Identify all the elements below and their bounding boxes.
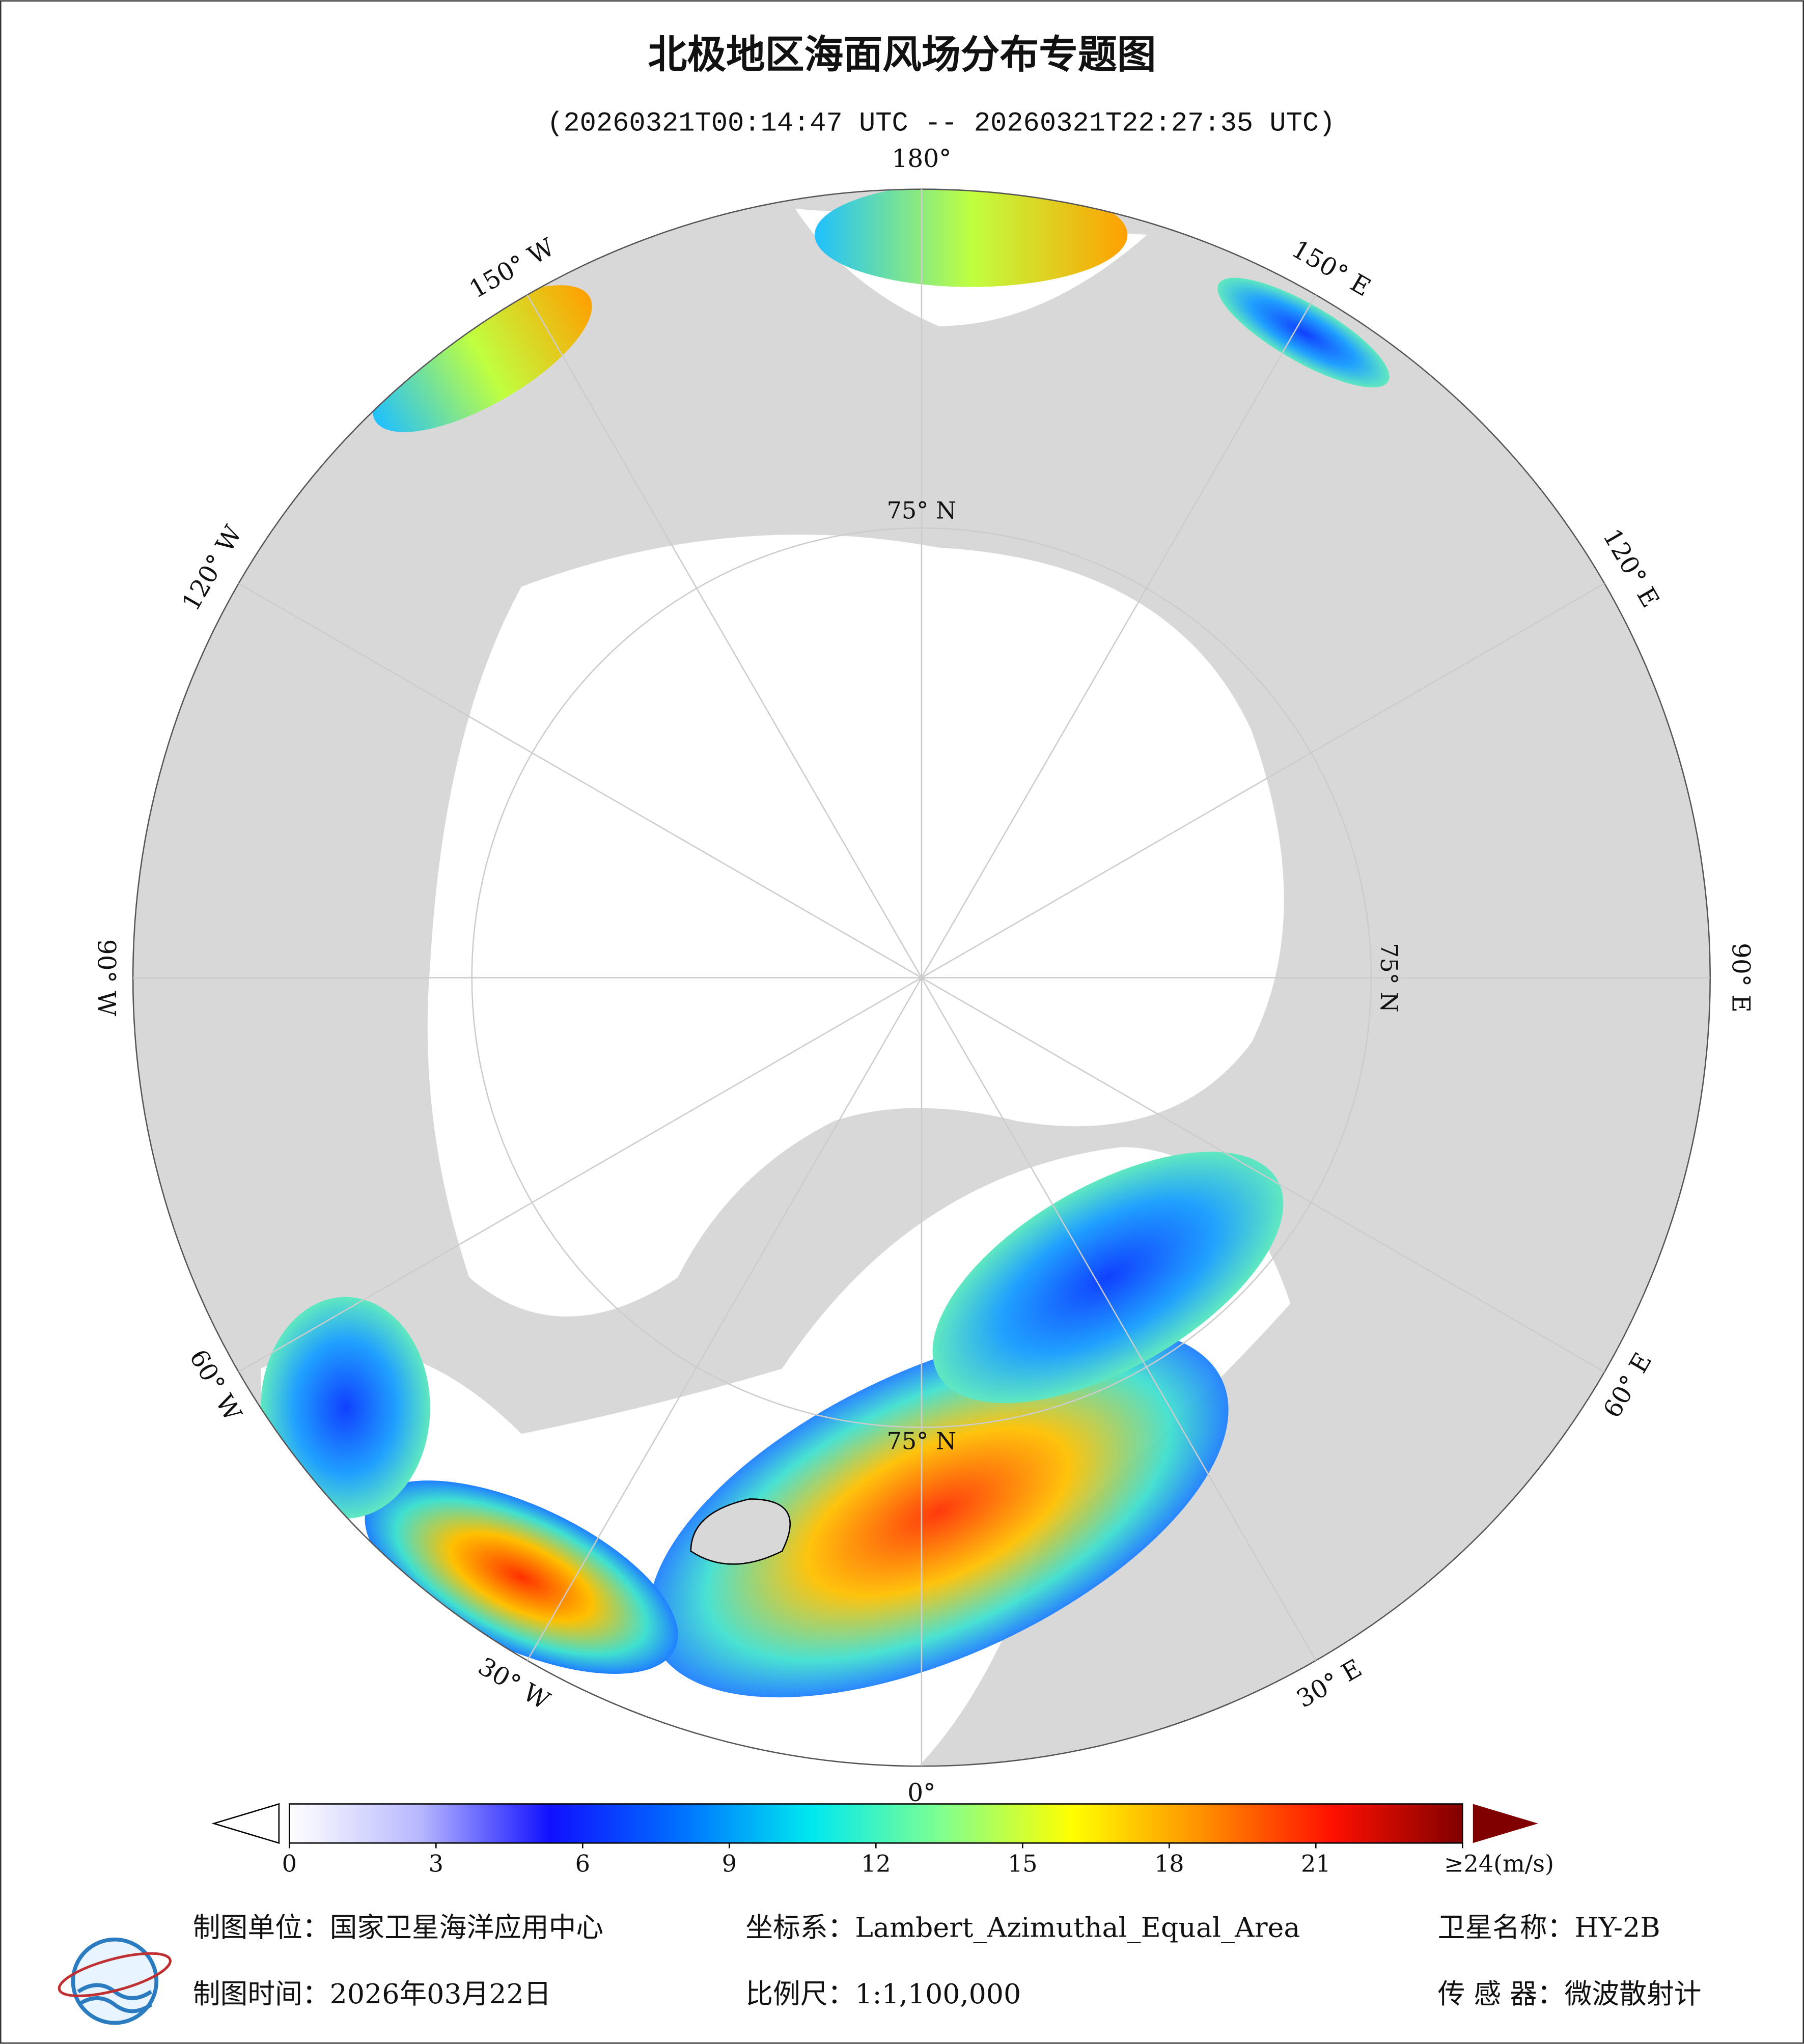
colorbar-under [211,1803,280,1844]
wind-swath [1217,277,1390,387]
meridian [921,977,1317,1661]
wind-swath [372,285,592,432]
colorbar-tick-label: 21 [1301,1850,1331,1878]
title: 北极地区海面风场分布专题图 [648,33,1156,78]
meridian [921,294,1317,978]
colorbar-tick-label: 9 [722,1850,737,1878]
meridian [238,977,922,1373]
wind-swath [648,1326,1229,1698]
wind-swath [932,1152,1284,1404]
meridian [526,294,923,978]
footer-satellite: 卫星名称：HY-2B [1438,1912,1660,1944]
lat-label: 75° N [887,1427,957,1454]
colorbar-tick-label: 6 [575,1850,590,1878]
meridian [921,977,1605,1373]
footer-scale: 比例尺：1:1,100,000 [745,1978,1021,2010]
graticule [133,189,1710,1767]
colorbar-tick-label: ≥24(m/s) [1444,1850,1554,1878]
colorbar-body [289,1803,1463,1844]
colorbar-tick-label: 0 [282,1850,297,1878]
colorbar-tick-label: 3 [429,1850,443,1878]
lon-label: 0° [907,1779,935,1807]
colorbar: 0 3 6 9 12 15 18 21 ≥24(m/s) [211,1803,1554,1878]
arctic-ocean [427,535,1284,1317]
colorbar-tick-label: 15 [1008,1850,1038,1878]
wind-swath [814,189,1128,287]
lat-label: 75° N [1375,943,1403,1013]
footer-unit: 制图单位：国家卫星海洋应用中心 [193,1912,603,1944]
subtitle: (20260321T00:14:47 UTC -- 20260321T22:27… [547,108,1335,139]
meridian [921,582,1605,978]
colorbar-tick-label: 12 [861,1850,891,1878]
lon-label: 180° [892,145,951,173]
footer-projection: 坐标系：Lambert_Azimuthal_Equal_Area [745,1912,1300,1944]
colorbar-tick-label: 18 [1154,1850,1184,1878]
footer-date: 制图时间：2026年03月22日 [193,1978,551,2010]
iceland [690,1498,791,1565]
colorbar-over [1473,1804,1538,1843]
lat-label: 75° N [887,497,957,524]
meridian [526,977,923,1661]
lon-label: 90° W [92,939,120,1017]
meridian [238,582,922,978]
footer-sensor: 传 感 器：微波散射计 [1438,1978,1702,2010]
wind-swath [260,1297,430,1519]
lon-label: 90° E [1727,943,1755,1013]
wind-swath [365,1480,678,1674]
logo [58,1937,172,2025]
